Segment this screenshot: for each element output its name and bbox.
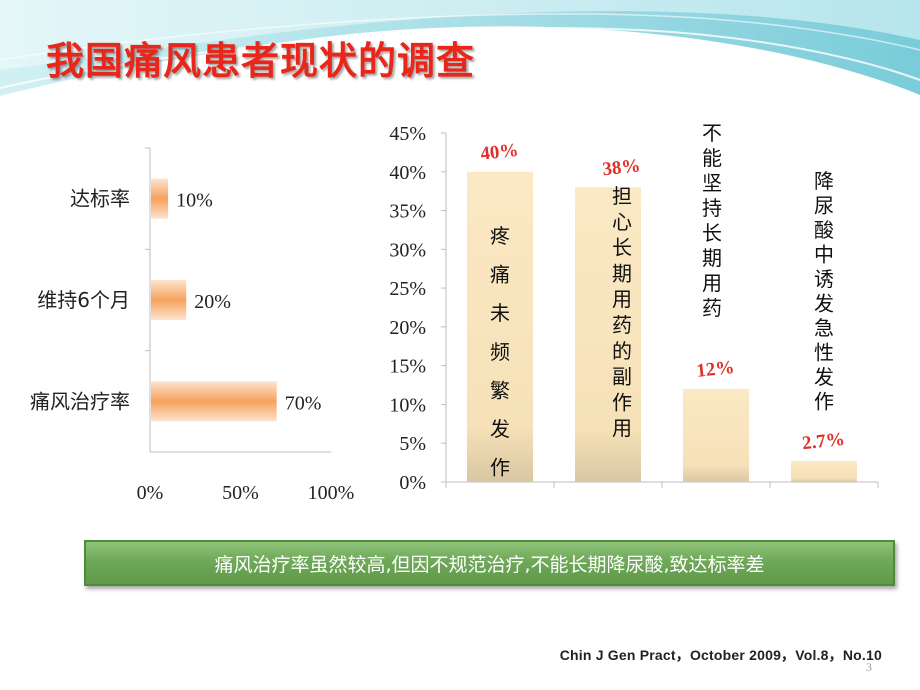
left-x-tick-label: 50% [222, 482, 259, 504]
right-category-char: 性 [814, 341, 834, 365]
header-swoosh-decoration [0, 0, 920, 96]
right-category-char: 期 [612, 261, 632, 285]
right-category-char: 发 [814, 365, 834, 389]
right-category-char: 作 [814, 390, 834, 414]
left-x-tick-label: 100% [308, 482, 355, 504]
right-y-tick-label: 10% [389, 394, 426, 416]
left-category-label: 达标率 [70, 187, 130, 211]
left-bar-1 [151, 280, 187, 320]
right-category-char: 坚 [702, 171, 722, 195]
right-value-label: 38% [601, 155, 641, 180]
right-category-char: 未 [490, 301, 510, 325]
right-category-char: 长 [612, 236, 632, 260]
left-bar-0 [151, 178, 169, 219]
right-category-char: 的 [612, 339, 632, 363]
right-category-char: 作 [490, 456, 510, 480]
right-category-char: 药 [702, 296, 722, 320]
left-value-label: 10% [176, 190, 213, 212]
right-category-char: 频 [490, 340, 510, 364]
right-category-label: 不能坚持长期用药 [702, 121, 722, 320]
right-category-char: 长 [702, 221, 722, 245]
right-bar-1 [575, 187, 641, 483]
page-number: 3 [866, 660, 872, 674]
left-value-label: 20% [194, 291, 231, 313]
right-y-tick-label: 0% [399, 472, 426, 494]
slide-title: 我国痛风患者现状的调查 [46, 39, 476, 83]
right-category-char: 诱 [814, 267, 834, 291]
right-category-char: 痛 [490, 263, 510, 287]
right-value-label: 40% [479, 140, 519, 165]
right-category-char: 繁 [490, 378, 510, 402]
right-category-char: 期 [702, 246, 722, 270]
right-bar-0 [467, 171, 533, 482]
right-y-tick-label: 30% [389, 239, 426, 261]
right-category-char: 担 [612, 184, 632, 208]
conclusion-banner: 痛风治疗率虽然较高,但因不规范治疗,不能长期降尿酸,致达标率差 [84, 540, 895, 586]
right-bar-2 [683, 388, 749, 482]
left-bar-2 [151, 381, 277, 422]
right-y-tick-label: 25% [389, 278, 426, 300]
right-category-char: 疼 [490, 224, 510, 248]
right-y-tick-label: 35% [389, 201, 426, 223]
right-category-char: 不 [702, 121, 722, 145]
right-y-tick-label: 15% [389, 356, 426, 378]
right-category-char: 用 [612, 287, 632, 311]
right-category-char: 降 [814, 169, 834, 193]
right-category-char: 副 [612, 365, 632, 389]
right-category-char: 用 [702, 271, 722, 295]
left-value-label: 70% [285, 392, 322, 414]
right-category-char: 酸 [814, 218, 834, 242]
right-category-label: 担心长期用药的副作用 [612, 184, 632, 440]
right-category-char: 发 [490, 417, 510, 441]
right-y-tick-label: 45% [389, 123, 426, 145]
right-bar-3 [791, 461, 857, 482]
right-category-label: 疼痛未频繁发作 [490, 224, 510, 480]
left-category-label: 痛风治疗率 [30, 389, 130, 413]
left-x-tick-label: 0% [137, 482, 164, 504]
right-y-tick-label: 5% [399, 433, 426, 455]
right-category-label: 降尿酸中诱发急性发作 [814, 169, 834, 414]
right-category-char: 急 [814, 316, 834, 340]
right-value-label: 2.7% [801, 429, 846, 454]
right-y-tick-label: 40% [389, 162, 426, 184]
right-y-tick-label: 20% [389, 317, 426, 339]
right-category-char: 用 [612, 416, 632, 440]
right-category-char: 能 [702, 146, 722, 170]
right-category-char: 心 [612, 210, 632, 234]
right-category-char: 发 [814, 292, 834, 316]
right-category-char: 作 [612, 390, 632, 414]
left-category-label: 维持6个月 [37, 288, 130, 312]
right-value-label: 12% [695, 357, 735, 382]
right-category-char: 尿 [814, 194, 834, 218]
right-category-char: 药 [612, 313, 632, 337]
right-category-char: 中 [814, 243, 834, 267]
right-category-char: 持 [702, 196, 722, 220]
citation: Chin J Gen Pract，October 2009，Vol.8，No.1… [559, 647, 882, 663]
